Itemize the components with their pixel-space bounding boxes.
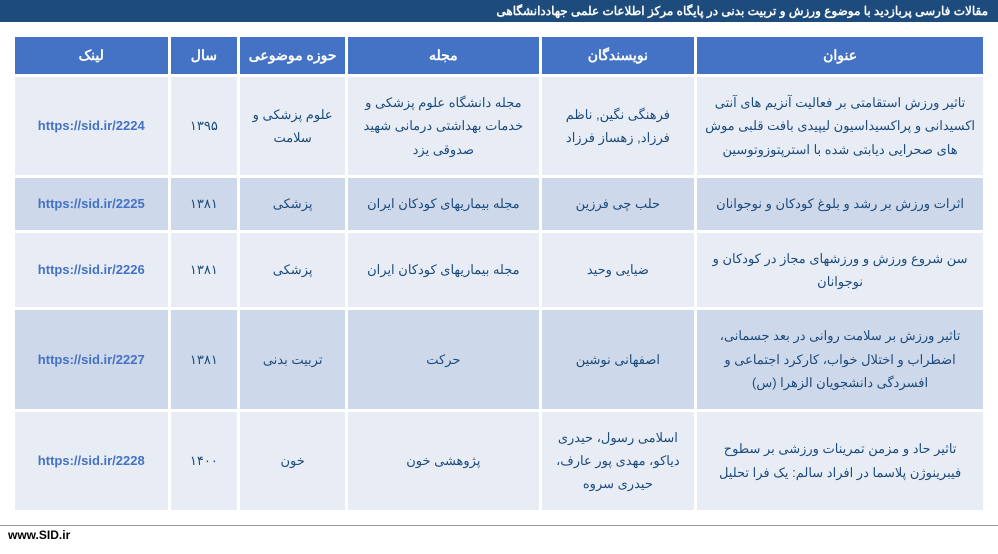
col-header-authors: نویسندگان [542,37,694,74]
cell-field: خون [240,412,345,510]
cell-authors: فرهنگی نگین, ناظم فرزاد, زهساز فرزاد [542,77,694,175]
table-body: تاثیر ورزش استقامتی بر فعالیت آنزیم های … [15,77,983,510]
cell-title: تاثیر حاد و مزمن تمرینات ورزشی بر سطوح ف… [697,412,983,510]
cell-field: پزشکی [240,233,345,308]
cell-year: ۱۴۰۰ [171,412,238,510]
cell-authors: اصفهانی نوشین [542,310,694,408]
cell-field: پزشکی [240,178,345,229]
table-row: اثرات ورزش بر رشد و بلوغ کودکان و نوجوان… [15,178,983,229]
table-container: عنوان نویسندگان مجله حوزه موضوعی سال لین… [0,22,998,525]
articles-table: عنوان نویسندگان مجله حوزه موضوعی سال لین… [12,34,986,513]
cell-year: ۱۳۹۵ [171,77,238,175]
cell-authors: حلب چی فرزین [542,178,694,229]
table-row: تاثیر ورزش استقامتی بر فعالیت آنزیم های … [15,77,983,175]
table-row: تاثیر ورزش بر سلامت روانی در بعد جسمانی،… [15,310,983,408]
page-title: مقالات فارسی پربازدید با موضوع ورزش و تر… [496,4,988,18]
cell-journal: پژوهشی خون [348,412,539,510]
cell-link: https://sid.ir/2226 [15,233,168,308]
cell-journal: حرکت [348,310,539,408]
cell-title: تاثیر ورزش بر سلامت روانی در بعد جسمانی،… [697,310,983,408]
table-row: سن شروع ورزش و ورزشهای مجاز در کودکان و … [15,233,983,308]
col-header-title: عنوان [697,37,983,74]
table-row: تاثیر حاد و مزمن تمرینات ورزشی بر سطوح ف… [15,412,983,510]
cell-journal: مجله بیماریهای کودکان ایران [348,178,539,229]
cell-year: ۱۳۸۱ [171,178,238,229]
footer: www.SID.ir [0,525,998,544]
cell-year: ۱۳۸۱ [171,233,238,308]
col-header-link: لینک [15,37,168,74]
cell-link: https://sid.ir/2228 [15,412,168,510]
cell-field: تربیت بدنی [240,310,345,408]
cell-title: اثرات ورزش بر رشد و بلوغ کودکان و نوجوان… [697,178,983,229]
article-link[interactable]: https://sid.ir/2224 [38,118,145,133]
cell-journal: مجله بیماریهای کودکان ایران [348,233,539,308]
article-link[interactable]: https://sid.ir/2227 [38,352,145,367]
cell-year: ۱۳۸۱ [171,310,238,408]
cell-journal: مجله دانشگاه علوم پزشکی و خدمات بهداشتی … [348,77,539,175]
page-header: مقالات فارسی پربازدید با موضوع ورزش و تر… [0,0,998,22]
cell-field: علوم پزشکی و سلامت [240,77,345,175]
col-header-year: سال [171,37,238,74]
cell-authors: اسلامی رسول، حیدری دیاکو، مهدی پور عارف،… [542,412,694,510]
col-header-field: حوزه موضوعی [240,37,345,74]
cell-link: https://sid.ir/2224 [15,77,168,175]
article-link[interactable]: https://sid.ir/2228 [38,453,145,468]
footer-text: www.SID.ir [8,528,70,542]
article-link[interactable]: https://sid.ir/2226 [38,262,145,277]
cell-link: https://sid.ir/2227 [15,310,168,408]
cell-authors: ضیایی وحید [542,233,694,308]
col-header-journal: مجله [348,37,539,74]
article-link[interactable]: https://sid.ir/2225 [38,196,145,211]
cell-link: https://sid.ir/2225 [15,178,168,229]
cell-title: تاثیر ورزش استقامتی بر فعالیت آنزیم های … [697,77,983,175]
table-header-row: عنوان نویسندگان مجله حوزه موضوعی سال لین… [15,37,983,74]
cell-title: سن شروع ورزش و ورزشهای مجاز در کودکان و … [697,233,983,308]
